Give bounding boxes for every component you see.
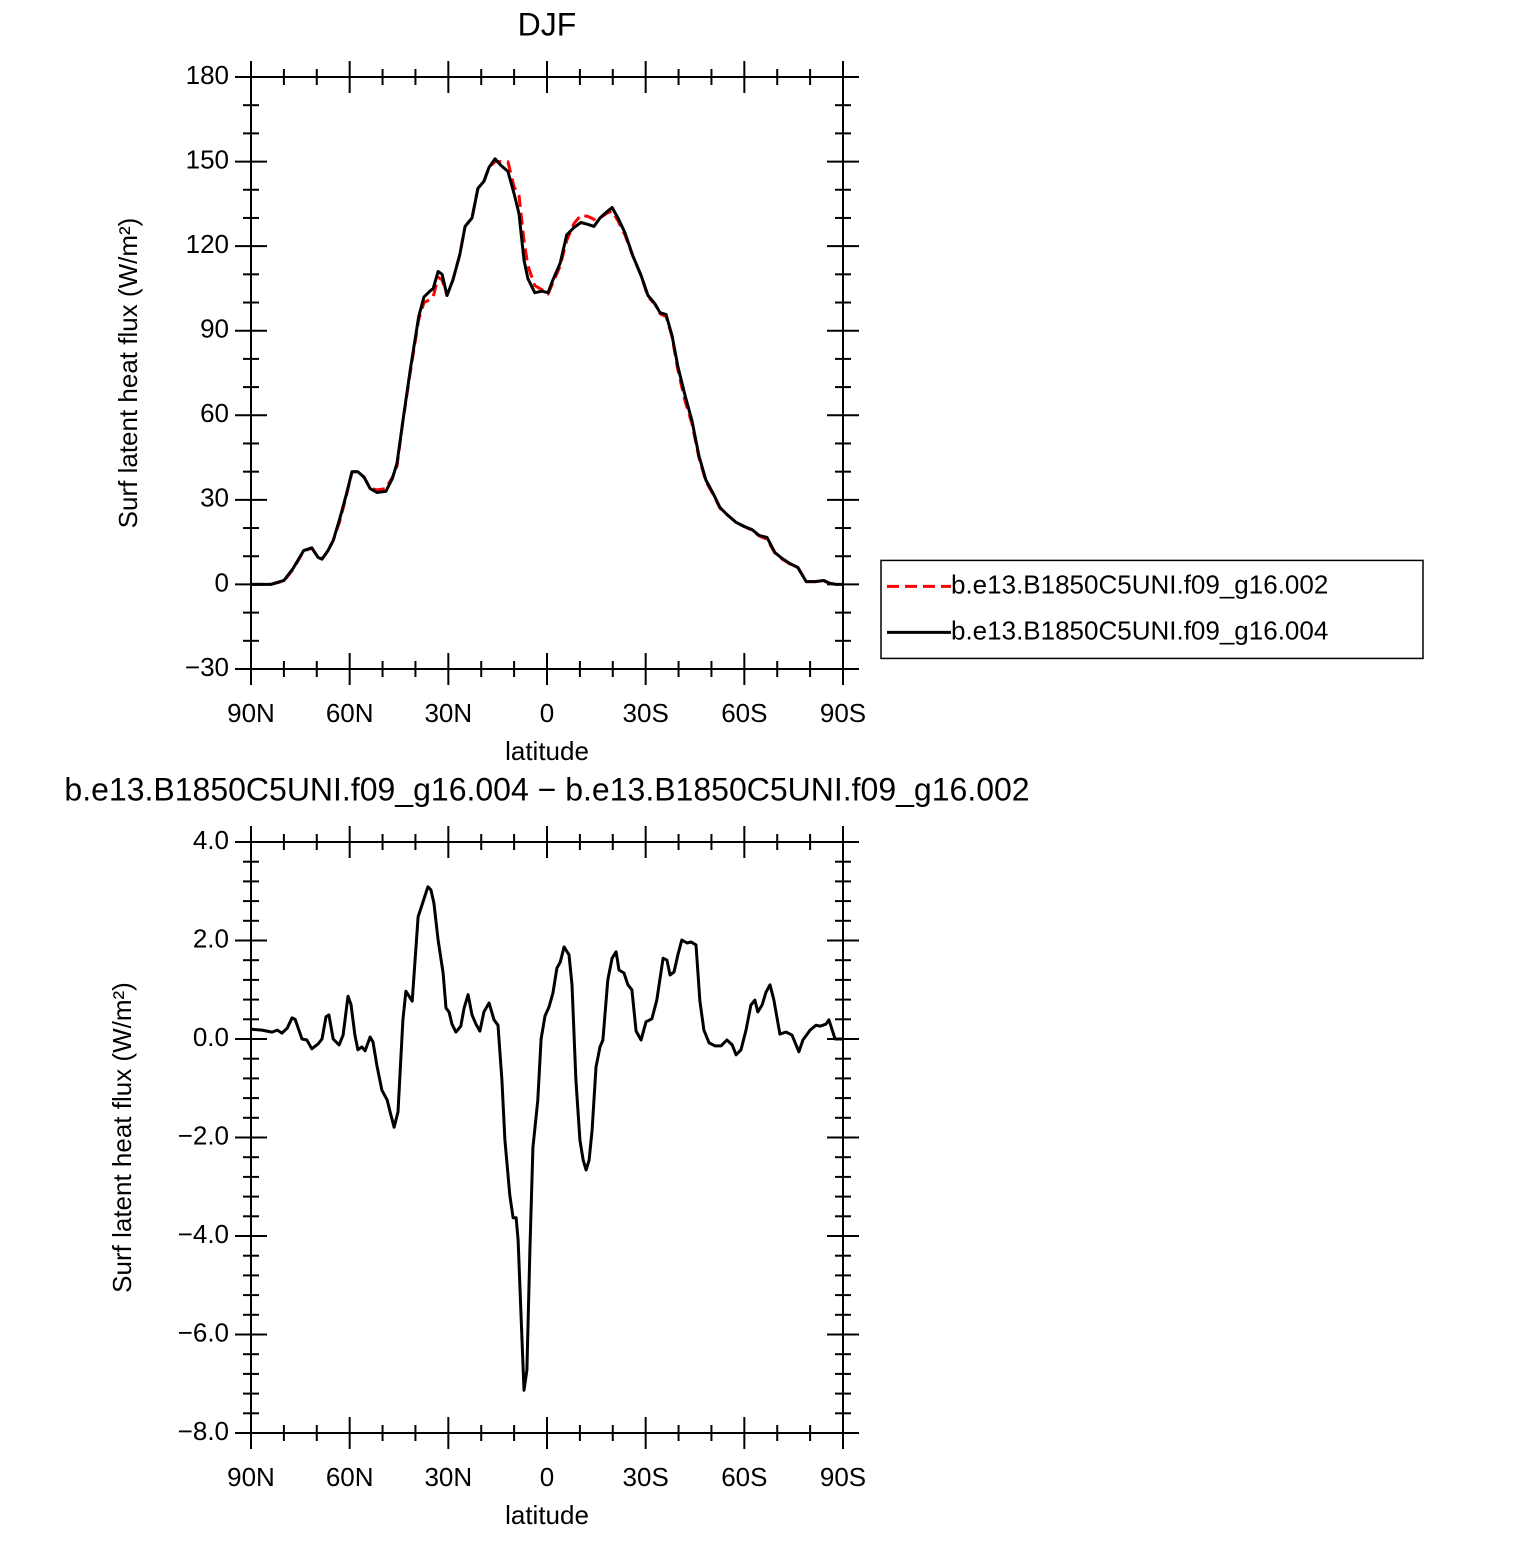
x-tick-label: 30S <box>623 698 669 728</box>
y-tick-label: −8.0 <box>178 1416 229 1446</box>
x-tick-label: 60N <box>326 1462 374 1492</box>
y-tick-label: 0.0 <box>193 1022 229 1052</box>
x-tick-label: 0 <box>540 1462 554 1492</box>
y-tick-label: 150 <box>186 144 229 174</box>
y-tick-label: 30 <box>200 483 229 513</box>
y-tick-label: 180 <box>186 60 229 90</box>
x-axis-label: latitude <box>505 736 589 766</box>
y-tick-label: 60 <box>200 398 229 428</box>
legend-box <box>880 559 1424 660</box>
y-tick-label: 90 <box>200 314 229 344</box>
plot-frame <box>250 841 844 1434</box>
x-tick-label: 30N <box>424 1462 472 1492</box>
x-tick-label: 90S <box>820 1462 866 1492</box>
x-tick-label: 90S <box>820 698 866 728</box>
data-line <box>250 885 843 1392</box>
y-tick-label: −30 <box>185 652 229 682</box>
y-tick-label: −4.0 <box>178 1219 229 1249</box>
x-tick-label: 30S <box>623 1462 669 1492</box>
x-tick-label: 30N <box>424 698 472 728</box>
y-axis-label: Surf latent heat flux (W/m²) <box>107 982 137 1293</box>
y-tick-label: 0 <box>215 567 229 597</box>
y-tick-label: 4.0 <box>193 825 229 855</box>
x-tick-label: 60N <box>326 698 374 728</box>
x-tick-label: 60S <box>721 698 767 728</box>
y-tick-label: −6.0 <box>178 1317 229 1347</box>
x-tick-label: 0 <box>540 698 554 728</box>
x-axis-label: latitude <box>505 1500 589 1530</box>
x-tick-label: 60S <box>721 1462 767 1492</box>
data-line <box>251 157 843 586</box>
legend-label: b.e13.B1850C5UNI.f09_g16.002 <box>951 569 1328 599</box>
legend-label: b.e13.B1850C5UNI.f09_g16.004 <box>951 615 1328 645</box>
chart-title: DJF <box>518 6 577 42</box>
y-tick-label: 120 <box>186 229 229 259</box>
x-tick-label: 90N <box>227 1462 275 1492</box>
y-tick-label: 2.0 <box>193 923 229 953</box>
x-tick-label: 90N <box>227 698 275 728</box>
chart-title: b.e13.B1850C5UNI.f09_g16.004 − b.e13.B18… <box>64 771 1029 807</box>
y-tick-label: −2.0 <box>178 1120 229 1150</box>
plot-frame <box>250 76 844 670</box>
y-axis-label: Surf latent heat flux (W/m²) <box>113 218 143 529</box>
